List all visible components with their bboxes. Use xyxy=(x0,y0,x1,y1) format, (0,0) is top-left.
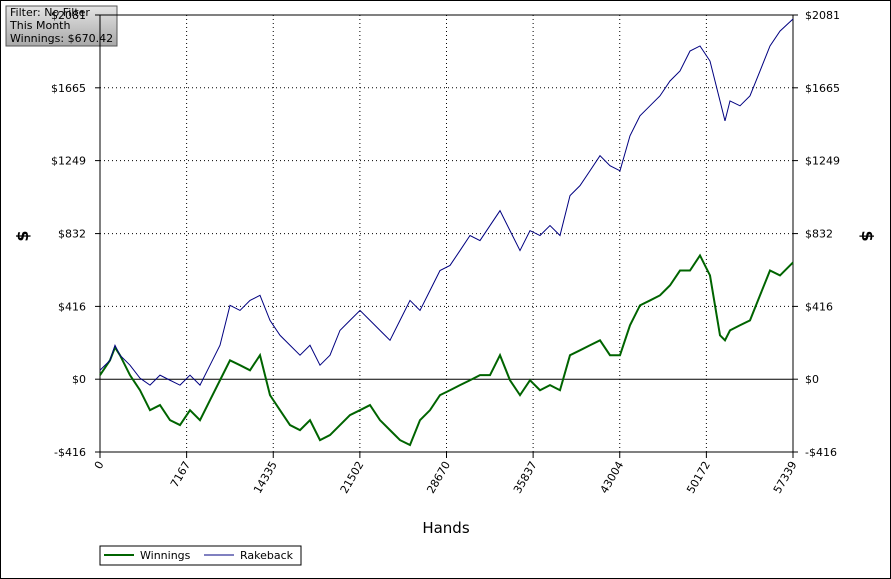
legend-label: Rakeback xyxy=(240,549,294,562)
series-line xyxy=(99,253,794,447)
y-tick-label: $0 xyxy=(72,373,86,386)
y2-tick-label: $832 xyxy=(805,228,833,241)
filter-box xyxy=(5,5,118,47)
y2-tick-label: -$416 xyxy=(805,446,837,459)
y-tick-label: $416 xyxy=(58,300,86,313)
y2-axis-label: $ xyxy=(858,230,877,241)
y-tick-label: $832 xyxy=(58,228,86,241)
y2-tick-label: $1249 xyxy=(805,155,840,168)
filter-text: This Month xyxy=(9,19,70,32)
y2-tick-label: $416 xyxy=(805,300,833,313)
y2-tick-label: $0 xyxy=(805,373,819,386)
x-axis-label: Hands xyxy=(422,519,469,537)
y-tick-label: $1249 xyxy=(51,155,86,168)
legend-label: Winnings xyxy=(140,549,191,562)
series-line xyxy=(99,18,794,386)
y-tick-label: $2081 xyxy=(51,9,86,22)
legend xyxy=(99,545,302,566)
y-tick-label: -$416 xyxy=(54,446,86,459)
filter-text: Filter: No Filter xyxy=(10,6,90,19)
filter-text: Winnings: $670.42 xyxy=(10,32,113,45)
y-axis-label: $ xyxy=(13,230,32,241)
y-tick-label: $1665 xyxy=(51,82,86,95)
y2-tick-label: $1665 xyxy=(805,82,840,95)
y2-tick-label: $2081 xyxy=(805,9,840,22)
